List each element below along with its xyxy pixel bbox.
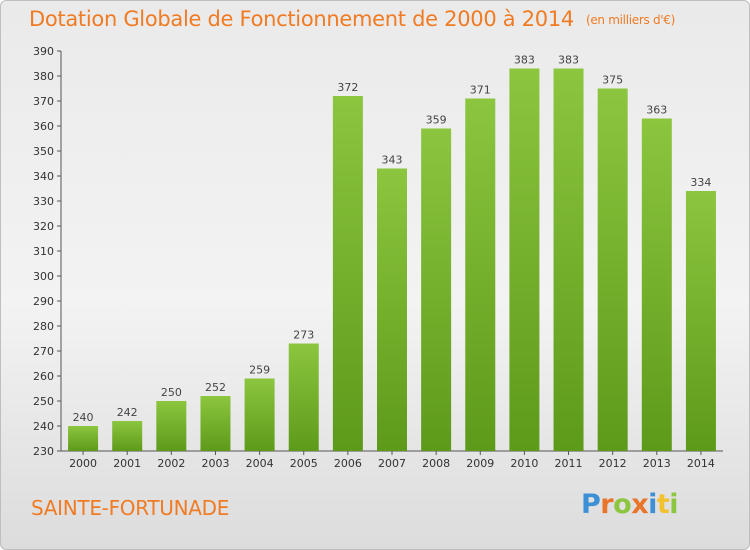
x-tick-label: 2000: [69, 457, 97, 470]
bar-value-label: 363: [646, 104, 667, 117]
chart-title-text: Dotation Globale de Fonctionnement de 20…: [29, 7, 574, 31]
bar: [200, 396, 231, 451]
bar: [68, 426, 99, 451]
x-tick-label: 2005: [290, 457, 318, 470]
bar: [509, 68, 540, 451]
y-tick-label: 250: [33, 395, 54, 408]
y-tick-label: 260: [33, 370, 54, 383]
y-tick-label: 300: [33, 270, 54, 283]
chart-unit-note: (en milliers d'€): [585, 13, 675, 27]
x-tick-label: 2013: [643, 457, 671, 470]
y-tick-label: 390: [33, 45, 54, 58]
bar-value-label: 359: [426, 114, 447, 127]
y-tick-label: 330: [33, 195, 54, 208]
bar: [288, 343, 319, 451]
y-tick-label: 240: [33, 420, 54, 433]
x-tick-label: 2004: [246, 457, 274, 470]
bar-value-label: 259: [249, 364, 270, 377]
bar: [553, 68, 584, 451]
bar-value-label: 383: [558, 54, 579, 67]
logo-letter: o: [613, 489, 632, 520]
chart-title: Dotation Globale de Fonctionnement de 20…: [29, 7, 675, 31]
x-tick-label: 2008: [422, 457, 450, 470]
y-tick-label: 290: [33, 295, 54, 308]
y-tick-label: 320: [33, 220, 54, 233]
x-tick-label: 2006: [334, 457, 362, 470]
y-tick-label: 280: [33, 320, 54, 333]
y-tick-label: 360: [33, 120, 54, 133]
y-tick-label: 380: [33, 70, 54, 83]
y-tick-label: 340: [33, 170, 54, 183]
logo-letter: r: [600, 489, 614, 520]
bar: [685, 191, 716, 451]
bar: [421, 128, 452, 451]
x-tick-label: 2003: [201, 457, 229, 470]
proxiti-logo: Proxiti: [581, 489, 679, 520]
x-tick-label: 2009: [466, 457, 494, 470]
logo-letter: i: [648, 489, 657, 520]
bar-value-label: 371: [470, 84, 491, 97]
bar-value-label: 343: [382, 154, 403, 167]
y-tick-label: 270: [33, 345, 54, 358]
bar-value-label: 383: [514, 54, 535, 67]
x-tick-label: 2010: [510, 457, 538, 470]
x-tick-label: 2001: [113, 457, 141, 470]
y-tick-label: 310: [33, 245, 54, 258]
bar-value-label: 372: [337, 81, 358, 94]
bar: [597, 88, 628, 451]
bar-value-label: 250: [161, 386, 182, 399]
commune-name: SAINTE-FORTUNADE: [31, 496, 230, 520]
bar-value-label: 252: [205, 381, 226, 394]
x-tick-label: 2002: [157, 457, 185, 470]
bar-value-label: 334: [690, 176, 711, 189]
bar: [465, 98, 496, 451]
x-tick-label: 2007: [378, 457, 406, 470]
bar: [156, 401, 187, 451]
logo-letter: x: [631, 489, 649, 520]
bar-value-label: 375: [602, 74, 623, 87]
x-tick-label: 2014: [687, 457, 715, 470]
y-tick-label: 230: [33, 445, 54, 458]
logo-letter: P: [581, 489, 601, 520]
bar: [377, 168, 407, 451]
x-tick-label: 2012: [599, 457, 627, 470]
logo-letter: t: [656, 489, 670, 520]
bar-value-label: 240: [73, 411, 94, 424]
x-tick-label: 2011: [555, 457, 583, 470]
bar: [641, 118, 672, 451]
bar-value-label: 242: [117, 406, 138, 419]
bar-value-label: 273: [293, 329, 314, 342]
logo-letter: i: [669, 489, 679, 520]
bar: [332, 96, 363, 451]
y-tick-label: 350: [33, 145, 54, 158]
bar: [244, 378, 275, 451]
y-tick-label: 370: [33, 95, 54, 108]
bar: [112, 421, 143, 451]
